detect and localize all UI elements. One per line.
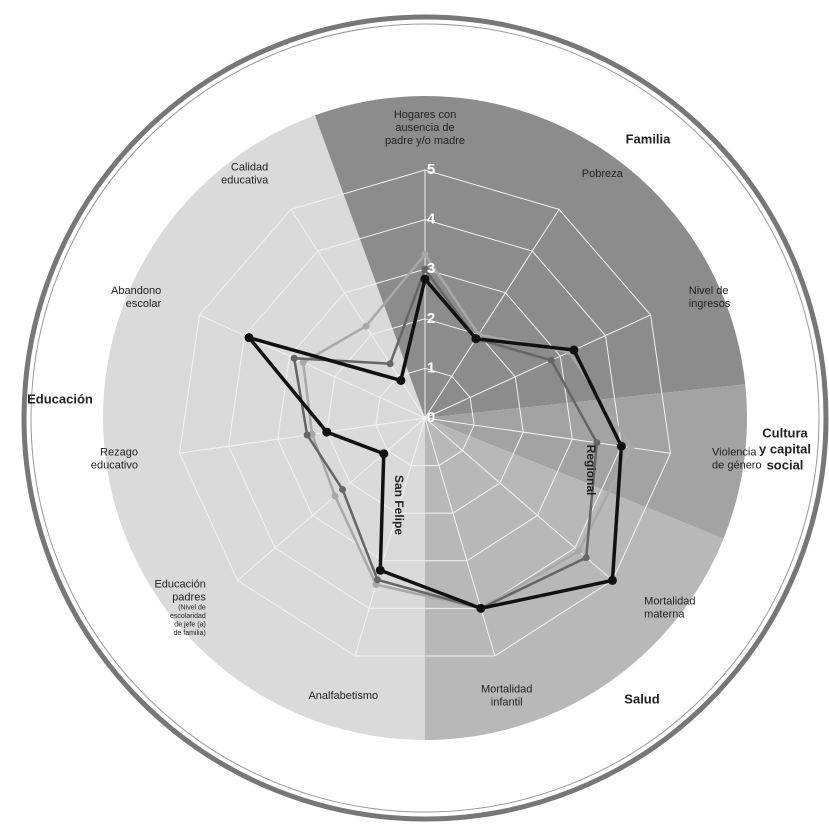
series-point bbox=[421, 265, 429, 273]
series-point bbox=[420, 274, 430, 284]
series-point bbox=[476, 603, 486, 613]
series-line bbox=[244, 275, 624, 611]
sector-label: Familia bbox=[626, 131, 672, 146]
grid-ring bbox=[277, 268, 573, 562]
inner-ring bbox=[30, 23, 820, 813]
grid-ring bbox=[326, 318, 524, 514]
axis-label: Abandono bbox=[111, 285, 161, 297]
series-label: San Felipe bbox=[392, 475, 406, 535]
axis-label: ausencia de bbox=[395, 122, 454, 134]
series-point bbox=[575, 547, 583, 555]
axis-label: padres bbox=[172, 591, 206, 603]
spoke bbox=[424, 314, 651, 419]
series-line bbox=[292, 266, 599, 610]
spoke bbox=[354, 417, 426, 657]
axis-label: educativa bbox=[221, 174, 269, 186]
sector-label: Cultura bbox=[762, 425, 808, 440]
axis-label: padre y/o madre bbox=[385, 135, 465, 147]
sector-area bbox=[102, 115, 426, 741]
axis-label: infantil bbox=[491, 697, 523, 709]
axis-label: Violencia bbox=[712, 447, 757, 459]
series-point bbox=[471, 334, 481, 344]
series-point bbox=[396, 375, 406, 385]
axis-label: Analfabetismo bbox=[308, 690, 378, 702]
series-point bbox=[547, 356, 555, 364]
axis-label: materna bbox=[644, 608, 685, 620]
sector-label: y capital bbox=[759, 441, 811, 456]
series-point bbox=[303, 431, 311, 439]
series-point bbox=[616, 441, 626, 451]
axis-label: Mortalidad bbox=[644, 595, 695, 607]
r-tick-label: 4 bbox=[427, 211, 436, 228]
grid-ring bbox=[179, 169, 671, 657]
series-point bbox=[299, 358, 307, 366]
sector-label: Educación bbox=[27, 391, 93, 406]
sector-area bbox=[425, 418, 724, 740]
axis-note: escolaridad bbox=[170, 613, 206, 620]
spoke bbox=[424, 417, 496, 657]
sector-area bbox=[314, 96, 746, 419]
r-tick-label: 1 bbox=[427, 359, 435, 376]
series-point bbox=[375, 565, 385, 575]
grid-ring bbox=[228, 219, 622, 609]
r-tick-label: 2 bbox=[427, 310, 435, 327]
spoke bbox=[179, 417, 426, 454]
series-point bbox=[290, 354, 298, 362]
series-point bbox=[421, 250, 429, 258]
spoke bbox=[424, 209, 560, 419]
axis-label: de género bbox=[712, 460, 762, 472]
r-tick-label: 5 bbox=[427, 161, 435, 178]
axis-label: escolar bbox=[126, 298, 162, 310]
series-label: Regional bbox=[584, 445, 598, 496]
axis-note: de familia) bbox=[174, 630, 206, 637]
r-tick-label: 3 bbox=[427, 260, 435, 277]
grid-ring bbox=[375, 367, 475, 467]
axis-label: Nivel de bbox=[689, 285, 729, 297]
axis-label: Mortalidad bbox=[481, 684, 532, 696]
axis-label: Calidad bbox=[231, 161, 268, 173]
series-point bbox=[627, 444, 635, 452]
axis-label: Educación bbox=[154, 578, 205, 590]
series-point bbox=[582, 554, 590, 562]
r-tick-label: 0 bbox=[427, 409, 435, 426]
axis-note: de jefe (a) bbox=[174, 621, 206, 628]
series-point bbox=[339, 485, 347, 493]
series-point bbox=[386, 360, 394, 368]
series-point bbox=[379, 449, 389, 459]
axis-note: (Nivel de bbox=[178, 604, 206, 611]
axis-label: Hogares con bbox=[394, 109, 456, 121]
series-point bbox=[569, 345, 579, 355]
outer-ring bbox=[21, 14, 829, 822]
series-point bbox=[593, 439, 601, 447]
axis-label: educativo bbox=[91, 460, 138, 472]
series-point bbox=[322, 427, 332, 437]
spoke bbox=[237, 417, 426, 581]
series-point bbox=[373, 576, 381, 584]
axis-label: Rezago bbox=[100, 447, 138, 459]
sector-label: Salud bbox=[624, 691, 659, 706]
series-point bbox=[362, 322, 370, 330]
axis-label: Pobreza bbox=[582, 168, 624, 180]
series-point bbox=[331, 492, 339, 500]
series-point bbox=[607, 575, 617, 585]
axis-label: ingresos bbox=[689, 298, 731, 310]
sector-label: social bbox=[767, 457, 804, 472]
spoke bbox=[199, 314, 426, 419]
series-point bbox=[244, 333, 254, 343]
